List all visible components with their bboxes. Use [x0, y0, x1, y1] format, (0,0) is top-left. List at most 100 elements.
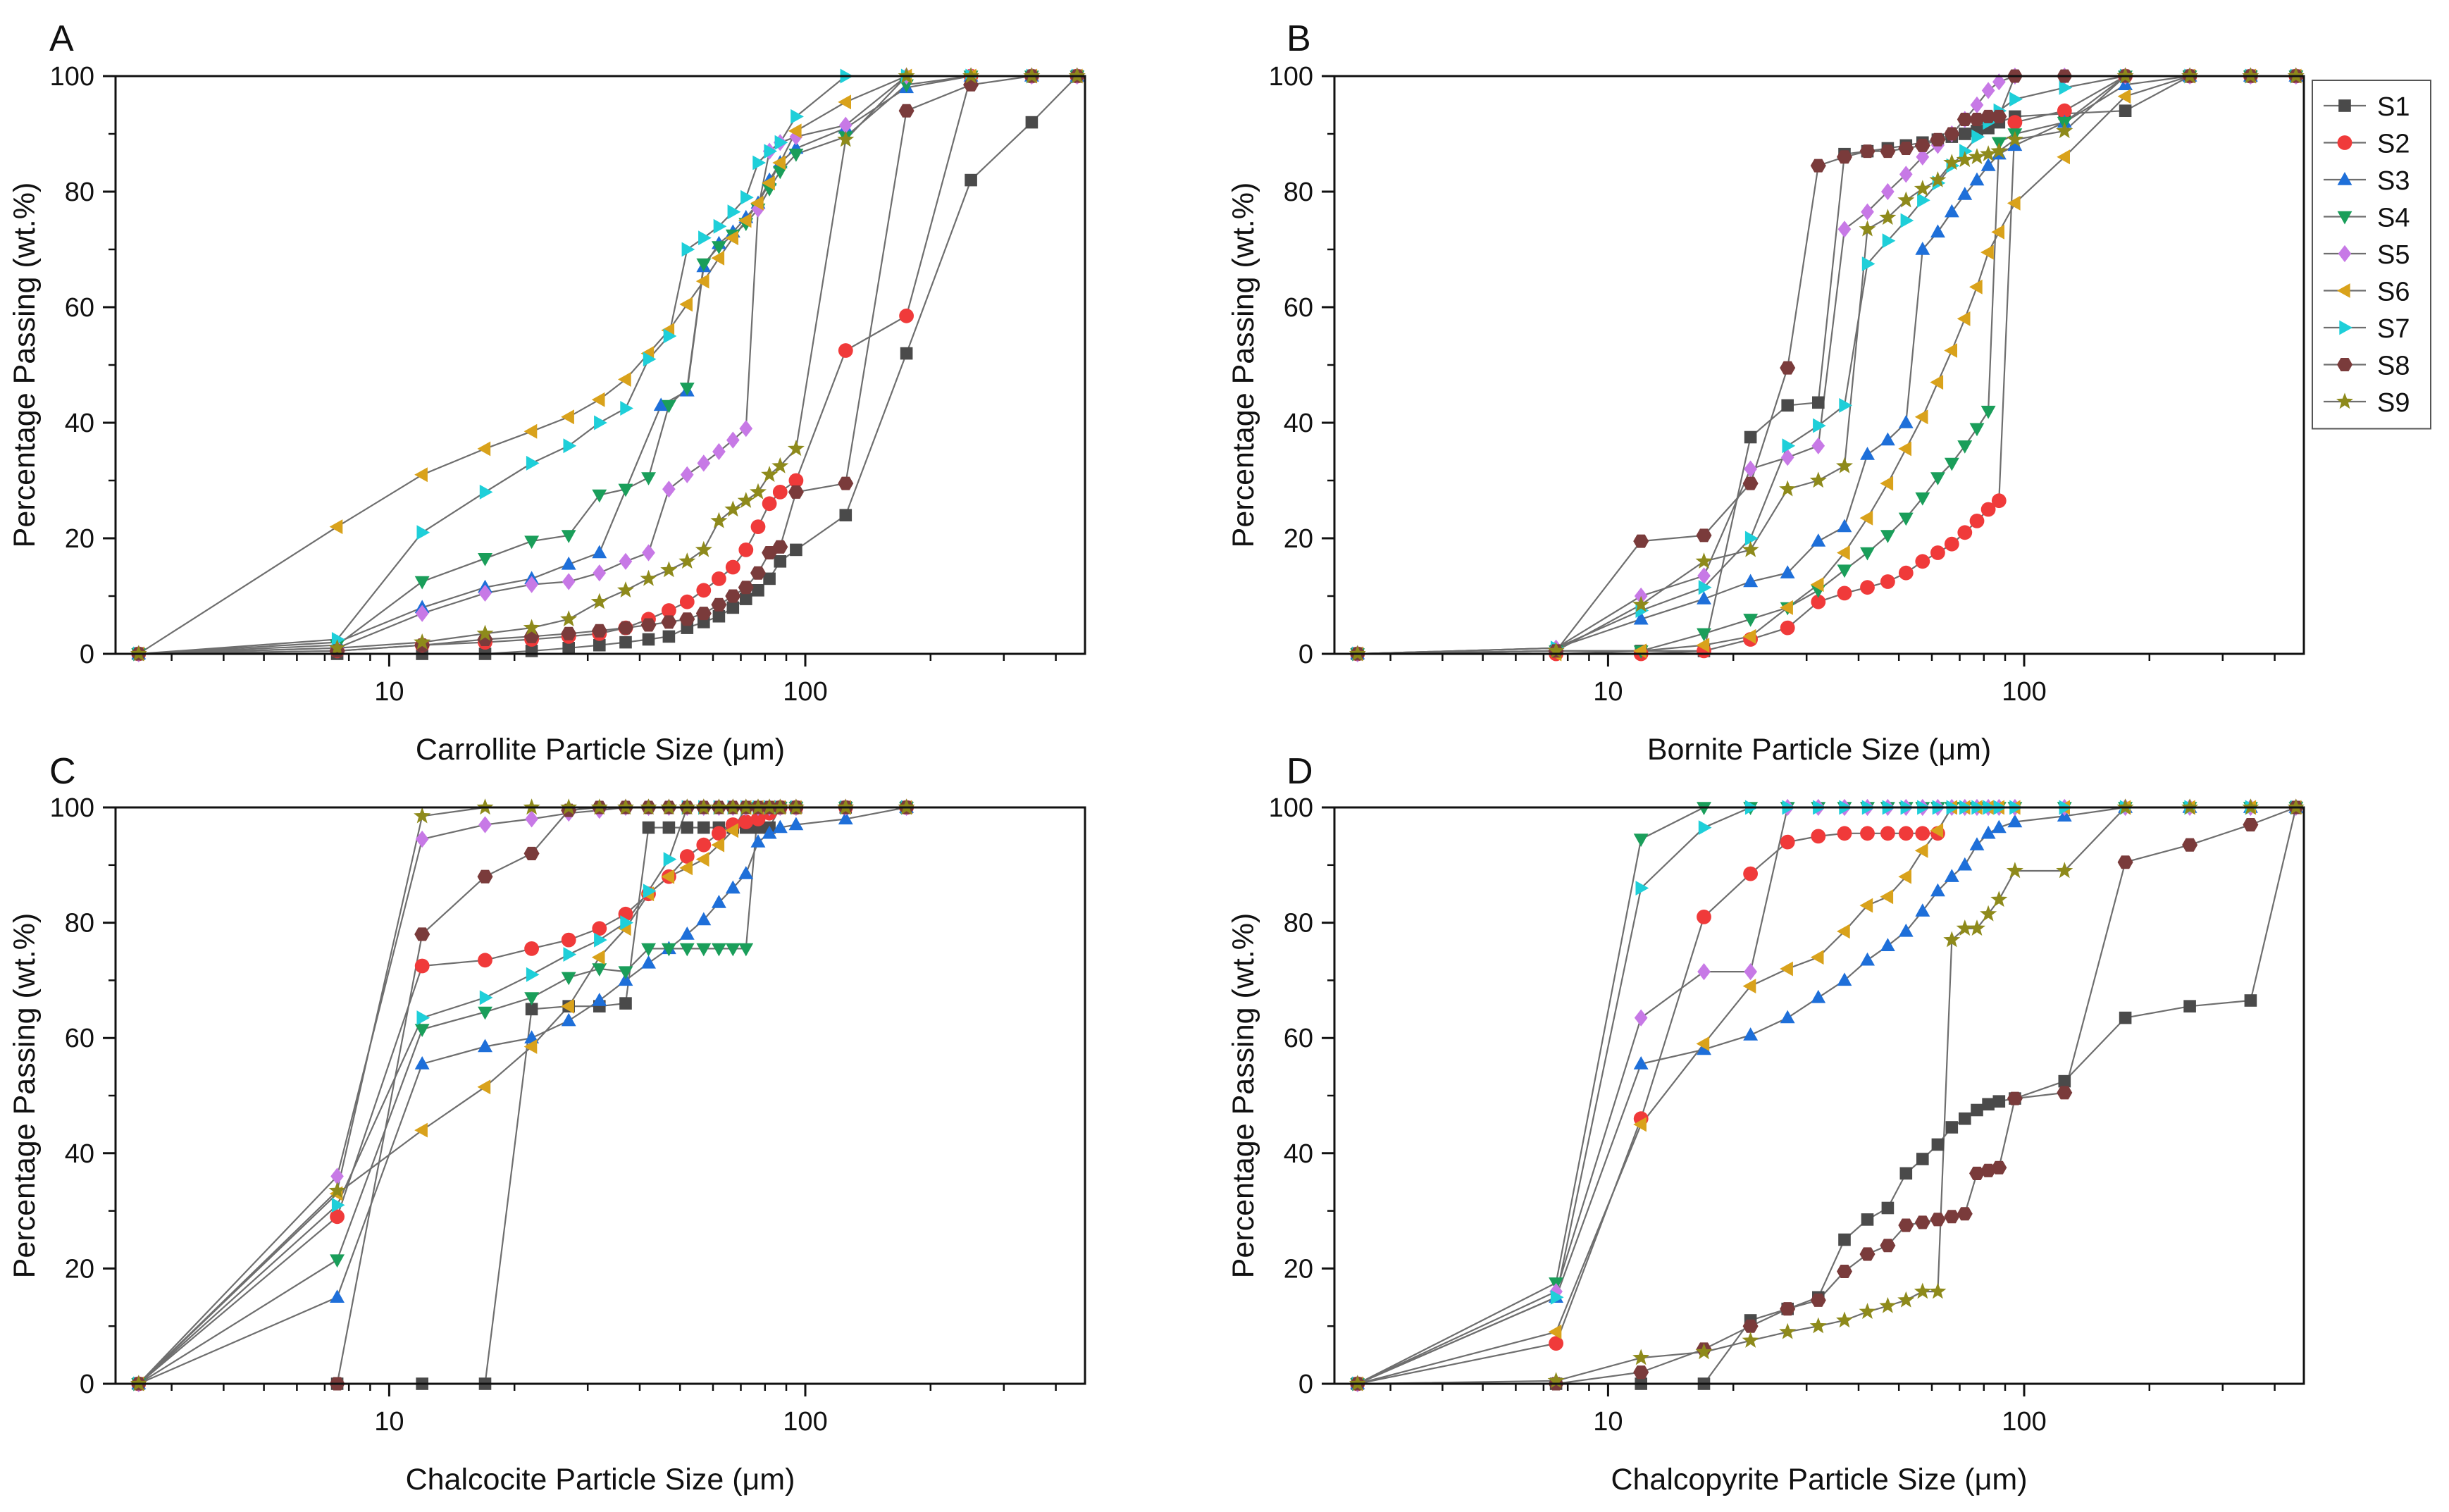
data-point-s7 [1861, 256, 1876, 271]
data-point-s8 [1633, 534, 1649, 548]
data-point-s2 [712, 826, 726, 841]
data-point-s9 [1897, 1291, 1915, 1308]
y-tick-label: 100 [50, 62, 94, 92]
data-point-s5 [1697, 567, 1711, 585]
data-point-s1 [790, 543, 802, 557]
data-point-s6 [1633, 1117, 1647, 1132]
data-point-s7 [727, 204, 741, 220]
data-point-s4 [712, 943, 726, 957]
data-point-s9 [1956, 151, 1973, 168]
data-point-s9 [1956, 919, 1973, 936]
data-point-s2 [1860, 826, 1875, 841]
data-point-s2 [1811, 829, 1826, 844]
data-point-s3 [1957, 187, 1973, 200]
plot-frame [1333, 806, 2305, 1385]
data-point-s3 [1898, 923, 1914, 937]
legend: S1 S2 S3 S4 S5 S6 S7 S8 S9 [2312, 80, 2431, 430]
data-point-s3 [838, 811, 853, 825]
data-point-s7 [479, 484, 493, 500]
data-point-s6 [561, 998, 574, 1014]
data-point-s3 [1944, 204, 1959, 218]
data-point-s7 [594, 415, 607, 430]
data-point-s8 [898, 104, 914, 118]
data-point-s9 [1914, 1282, 1931, 1299]
series-line-s6 [138, 75, 1077, 655]
data-point-s2 [712, 571, 726, 586]
data-point-s9 [1779, 1322, 1797, 1339]
data-point-s2 [1860, 580, 1875, 595]
legend-label-s9: S9 [2377, 388, 2410, 418]
data-point-s3 [1780, 565, 1795, 578]
data-point-s6 [477, 441, 491, 457]
data-point-s3 [1860, 952, 1875, 966]
data-point-s3 [1860, 447, 1875, 460]
data-point-s1 [740, 593, 752, 605]
data-point-s7 [663, 852, 677, 867]
data-point-s8 [1991, 109, 2007, 123]
data-point-s5 [415, 605, 429, 622]
data-point-s2 [750, 519, 766, 534]
data-point-s9 [1943, 931, 1961, 948]
data-point-s6 [329, 519, 343, 535]
x-axis-label: Bornite Particle Size (μm) [1647, 733, 1991, 767]
series-line-s9 [1357, 806, 2296, 1385]
data-point-s9 [1859, 1303, 1876, 1319]
series-line-s1 [138, 75, 1078, 655]
data-point-s8 [750, 566, 766, 580]
data-point-s7 [764, 144, 778, 159]
data-point-s7 [2059, 80, 2073, 95]
y-tick-label: 80 [1284, 178, 1313, 207]
data-point-s1 [642, 633, 655, 646]
series-line-s3 [1357, 75, 2296, 655]
data-point-s2 [696, 583, 712, 598]
data-point-s8 [1944, 127, 1960, 141]
data-point-s6 [618, 372, 631, 387]
legend-marker-s4 [2337, 211, 2352, 225]
data-point-s9 [1742, 540, 1759, 557]
legend-label-s5: S5 [2377, 240, 2410, 270]
x-tick-label: 100 [783, 1407, 827, 1437]
data-point-s4 [788, 149, 804, 162]
data-point-s1 [1916, 1153, 1929, 1165]
data-point-s7 [740, 190, 754, 205]
data-point-s5 [739, 420, 753, 438]
data-point-s6 [1969, 279, 1983, 295]
data-point-s4 [478, 1006, 492, 1020]
data-point-s9 [590, 593, 608, 609]
data-point-s4 [679, 943, 695, 957]
data-point-s6 [1548, 1324, 1562, 1339]
data-point-s9 [1695, 552, 1713, 569]
data-point-s5 [593, 564, 607, 582]
data-point-s7 [698, 230, 712, 246]
data-point-s8 [1957, 113, 1973, 126]
data-point-s8 [679, 612, 695, 626]
data-point-s2 [2007, 115, 2023, 130]
data-point-s2 [738, 543, 754, 557]
data-point-s3 [1811, 989, 1826, 1003]
data-point-s9 [678, 552, 696, 569]
data-point-s7 [331, 1198, 345, 1213]
legend-marker-s9 [2336, 392, 2353, 409]
data-point-s1 [2183, 1000, 2196, 1012]
series-line-s1 [1357, 75, 2296, 655]
data-point-s8 [772, 540, 788, 554]
data-point-s6 [1914, 409, 1928, 425]
data-point-s5 [726, 431, 740, 449]
data-point-s8 [1991, 1160, 2007, 1175]
data-point-s5 [1899, 166, 1913, 183]
series-line-s8 [138, 75, 1077, 655]
series-line-s7 [1357, 75, 2296, 655]
data-point-s6 [725, 230, 738, 246]
data-point-s9 [1632, 1349, 1650, 1365]
data-point-s6 [1837, 545, 1850, 560]
data-point-s5 [712, 442, 726, 461]
data-point-s6 [838, 94, 851, 110]
data-point-s2 [1780, 834, 1795, 850]
data-point-s6 [1957, 311, 1971, 326]
data-point-s1 [619, 997, 632, 1010]
data-point-s2 [2057, 103, 2072, 118]
data-point-s9 [1968, 919, 1985, 936]
data-point-s9 [1980, 905, 1997, 922]
data-point-s4 [478, 553, 492, 566]
data-point-s6 [788, 123, 802, 139]
